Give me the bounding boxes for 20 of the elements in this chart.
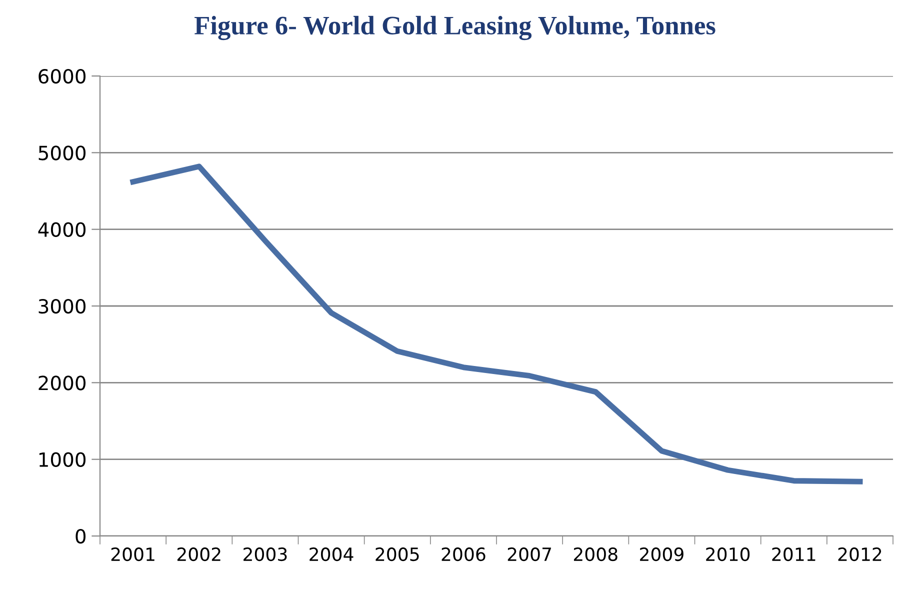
y-tick-label: 2000 bbox=[38, 376, 86, 390]
x-tick-label: 2003 bbox=[244, 547, 287, 562]
x-tick-label: 2004 bbox=[310, 547, 354, 562]
x-tick-label: 2011 bbox=[772, 547, 816, 562]
x-tick-label: 2001 bbox=[111, 547, 154, 562]
y-tick-label: 5000 bbox=[38, 146, 86, 160]
chart-title: Figure 6- World Gold Leasing Volume, Tonnes bbox=[194, 16, 716, 40]
x-tick-label: 2007 bbox=[508, 547, 551, 562]
x-tick-label: 2006 bbox=[442, 547, 486, 562]
x-tick-label: 2009 bbox=[640, 547, 684, 562]
y-tick-label: 6000 bbox=[38, 68, 86, 84]
y-tick-label: 0 bbox=[76, 528, 86, 544]
x-tick-label: 2008 bbox=[574, 547, 618, 562]
x-tick-label: 2002 bbox=[177, 547, 220, 562]
y-tick-label: 1000 bbox=[39, 452, 86, 467]
x-tick-label: 2012 bbox=[838, 547, 882, 562]
y-tick-label: 4000 bbox=[38, 222, 86, 237]
x-tick-label: 2010 bbox=[706, 547, 750, 562]
x-tick-label: 2005 bbox=[376, 547, 419, 562]
y-tick-label: 3000 bbox=[38, 298, 86, 314]
